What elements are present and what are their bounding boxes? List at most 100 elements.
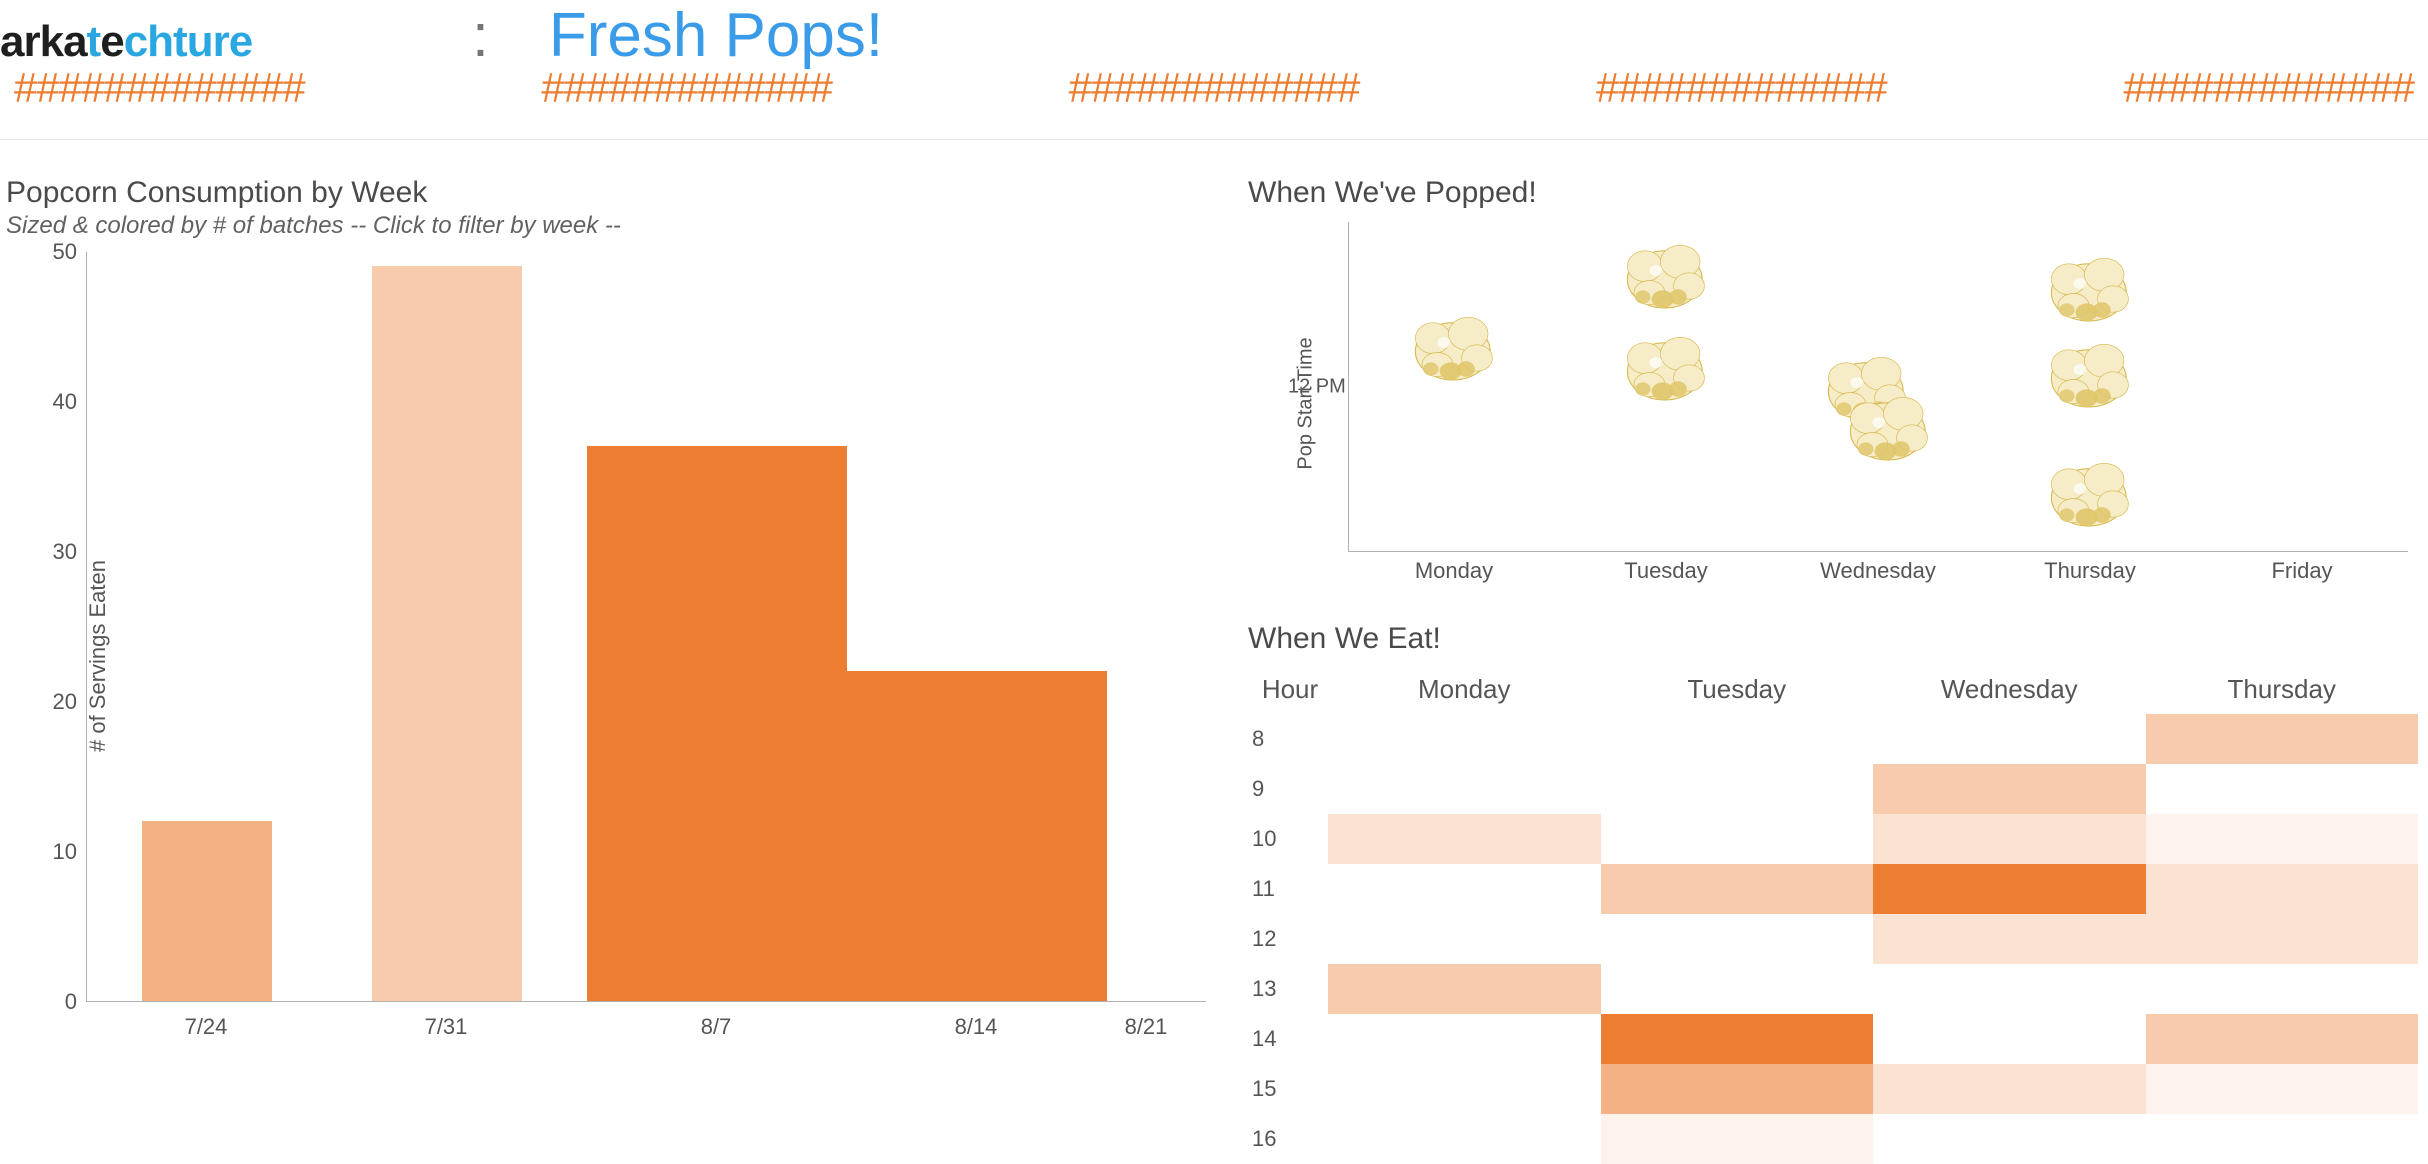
brand-logo: arkatechture: [0, 17, 252, 67]
bar-chart-y-tick: 40: [27, 389, 77, 415]
heatmap-cell[interactable]: [1601, 714, 1874, 764]
heatmap-cell[interactable]: [2146, 814, 2419, 864]
heatmap-cell[interactable]: [1601, 1114, 1874, 1164]
heatmap-hour-header: Hour: [1248, 663, 1328, 715]
heatmap-cell[interactable]: [1601, 814, 1874, 864]
heatmap-row: 10: [1248, 814, 2418, 864]
bar[interactable]: [372, 266, 522, 1001]
heatmap-cell[interactable]: [1328, 814, 1601, 864]
heatmap-cell[interactable]: [1873, 914, 2146, 964]
heatmap-day-header: Monday: [1328, 663, 1601, 715]
heatmap-cell[interactable]: [2146, 1114, 2419, 1164]
hash-block: #############: [2123, 64, 2414, 129]
heatmap-cell[interactable]: [2146, 1064, 2419, 1114]
heatmap-cell[interactable]: [1601, 964, 1874, 1014]
dashboard-title: Fresh Pops!: [549, 0, 883, 71]
popped-chart-x-tick: Monday: [1415, 558, 1493, 584]
heatmap-cell[interactable]: [2146, 714, 2419, 764]
popcorn-marker[interactable]: [1612, 230, 1722, 320]
bar-chart[interactable]: # of Servings Eaten 01020304050 7/247/31…: [6, 252, 1206, 1060]
heatmap-cell[interactable]: [1328, 864, 1601, 914]
heatmap-cell[interactable]: [1328, 914, 1601, 964]
heatmap-cell[interactable]: [1601, 764, 1874, 814]
heatmap-hour-label: 14: [1248, 1026, 1328, 1052]
bar-chart-plot-area: 01020304050: [86, 252, 1206, 1002]
heatmap-hour-label: 11: [1248, 876, 1328, 902]
heatmap-hour-label: 12: [1248, 926, 1328, 952]
bar-chart-title: Popcorn Consumption by Week: [6, 176, 1238, 210]
heatmap-row: 13: [1248, 964, 2418, 1014]
heatmap-row: 12: [1248, 914, 2418, 964]
heatmap-cell[interactable]: [1328, 964, 1601, 1014]
hash-block: #############: [1069, 64, 1360, 129]
bar-chart-x-tick: 8/7: [701, 1014, 732, 1040]
heatmap-header-row: HourMondayTuesdayWednesdayThursday: [1248, 664, 2418, 714]
bar-chart-panel: Popcorn Consumption by Week Sized & colo…: [0, 176, 1238, 1098]
heatmap-cell[interactable]: [1601, 864, 1874, 914]
heatmap-day-header: Thursday: [2146, 663, 2419, 715]
heatmap-day-header: Tuesday: [1601, 663, 1874, 715]
bar-chart-x-tick: 8/14: [955, 1014, 998, 1040]
heatmap-cell[interactable]: [2146, 864, 2419, 914]
heatmap-cell[interactable]: [1601, 914, 1874, 964]
heatmap-cell[interactable]: [2146, 1014, 2419, 1064]
popcorn-marker[interactable]: [1612, 322, 1722, 412]
bar-chart-y-tick: 30: [27, 539, 77, 565]
heatmap-hour-label: 16: [1248, 1126, 1328, 1152]
popped-chart[interactable]: Pop Start Time: [1248, 212, 2408, 592]
dashboard-content: Popcorn Consumption by Week Sized & colo…: [0, 140, 2428, 1098]
heatmap-cell[interactable]: [1328, 1014, 1601, 1064]
popcorn-marker[interactable]: [1400, 302, 1510, 392]
heatmap-cell[interactable]: [1328, 714, 1601, 764]
heatmap-cell[interactable]: [1873, 1114, 2146, 1164]
popcorn-marker[interactable]: [2036, 329, 2146, 419]
hash-divider-row: ########################################…: [0, 60, 2428, 140]
bar[interactable]: [142, 821, 272, 1001]
heatmap-hour-label: 9: [1248, 776, 1328, 802]
right-panel: When We've Popped! Pop Start Time: [1238, 176, 2418, 1098]
bar[interactable]: [847, 671, 1107, 1001]
heatmap-cell[interactable]: [1873, 764, 2146, 814]
heatmap-hour-label: 10: [1248, 826, 1328, 852]
popcorn-marker[interactable]: [2036, 243, 2146, 333]
heatmap-cell[interactable]: [1873, 814, 2146, 864]
heatmap-hour-label: 13: [1248, 976, 1328, 1002]
heatmap-cell[interactable]: [2146, 914, 2419, 964]
heatmap-cell[interactable]: [1873, 864, 2146, 914]
popcorn-marker[interactable]: [2036, 448, 2146, 538]
heatmap-cell[interactable]: [1328, 764, 1601, 814]
heatmap-cell[interactable]: [1601, 1014, 1874, 1064]
heatmap-cell[interactable]: [1328, 1114, 1601, 1164]
logo-part: arka: [0, 17, 87, 66]
bar-chart-y-tick: 20: [27, 689, 77, 715]
heatmap-cell[interactable]: [1328, 1064, 1601, 1114]
heatmap-row: 11: [1248, 864, 2418, 914]
bar-chart-x-tick: 7/24: [185, 1014, 228, 1040]
popped-chart-x-tick: Wednesday: [1820, 558, 1936, 584]
hash-block: #############: [14, 64, 305, 129]
bar-chart-subtitle: Sized & colored by # of batches -- Click…: [6, 212, 1238, 240]
eat-heatmap[interactable]: HourMondayTuesdayWednesdayThursday 8 9 10 11…: [1248, 664, 2418, 1164]
bar-chart-y-tick: 50: [27, 239, 77, 265]
heatmap-cell[interactable]: [1873, 1064, 2146, 1114]
popped-chart-x-tick: Tuesday: [1624, 558, 1708, 584]
heatmap-cell[interactable]: [1873, 964, 2146, 1014]
popped-chart-y-tick: 12 PM: [1288, 376, 1346, 399]
heatmap-cell[interactable]: [1873, 1014, 2146, 1064]
heatmap-cell[interactable]: [2146, 964, 2419, 1014]
heatmap-cell[interactable]: [1601, 1064, 1874, 1114]
heatmap-row: 14: [1248, 1014, 2418, 1064]
bar-chart-y-tick: 10: [27, 839, 77, 865]
bar-chart-x-tick: 8/21: [1125, 1014, 1168, 1040]
logo-part: chture: [124, 17, 252, 66]
heatmap-row: 16: [1248, 1114, 2418, 1164]
eat-heatmap-title: When We Eat!: [1248, 622, 2418, 656]
heatmap-cell[interactable]: [2146, 764, 2419, 814]
heatmap-row: 8: [1248, 714, 2418, 764]
popcorn-marker[interactable]: [1835, 382, 1945, 472]
logo-part: e: [100, 17, 123, 66]
heatmap-hour-label: 8: [1248, 726, 1328, 752]
title-separator: :: [472, 16, 489, 56]
bar[interactable]: [587, 446, 847, 1001]
heatmap-cell[interactable]: [1873, 714, 2146, 764]
